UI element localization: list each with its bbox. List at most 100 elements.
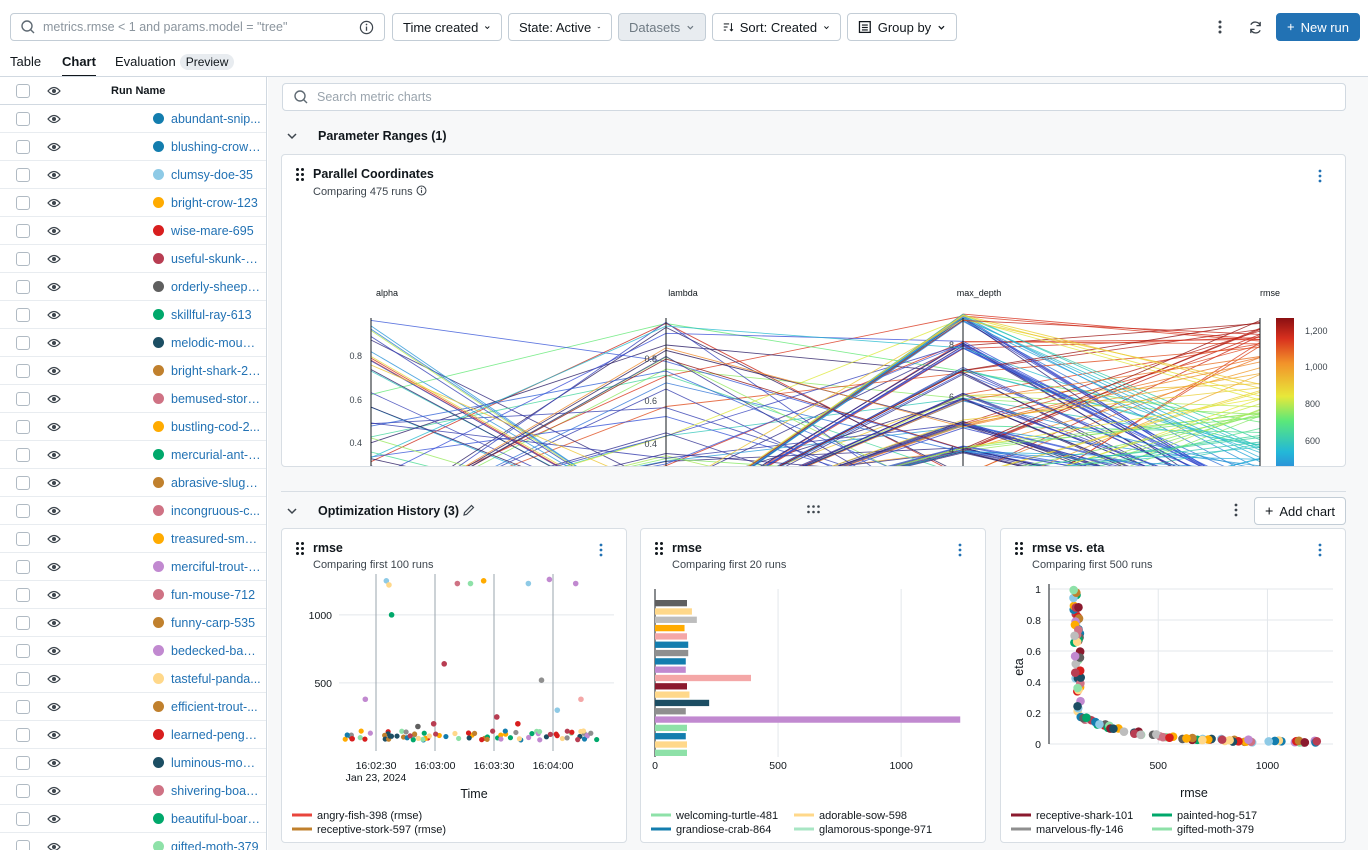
run-checkbox[interactable]: [16, 811, 30, 826]
eye-icon[interactable]: [47, 758, 61, 768]
time-created-dropdown[interactable]: Time created: [392, 13, 502, 41]
run-checkbox[interactable]: [16, 139, 30, 154]
run-checkbox[interactable]: [16, 727, 30, 742]
run-row[interactable]: bright-crow-123: [0, 189, 266, 217]
tab-chart[interactable]: Chart: [62, 54, 96, 77]
drag-handle-icon[interactable]: [296, 168, 304, 181]
run-name-link[interactable]: bemused-stork...: [171, 391, 261, 406]
section-menu-icon[interactable]: [1234, 503, 1238, 517]
run-checkbox[interactable]: [16, 615, 30, 630]
run-name-link[interactable]: bedecked-bass...: [171, 643, 261, 658]
run-row[interactable]: orderly-sheep-15: [0, 273, 266, 301]
new-run-button[interactable]: New run: [1276, 13, 1360, 41]
run-row[interactable]: luminous-moos...: [0, 749, 266, 777]
run-checkbox[interactable]: [16, 419, 30, 434]
run-row[interactable]: clumsy-doe-35: [0, 161, 266, 189]
run-search-box[interactable]: [10, 13, 385, 41]
eye-icon[interactable]: [47, 142, 61, 152]
run-row[interactable]: incongruous-c...: [0, 497, 266, 525]
run-row[interactable]: tasteful-panda...: [0, 665, 266, 693]
eye-icon[interactable]: [47, 422, 61, 432]
eye-icon[interactable]: [47, 366, 61, 376]
run-name-link[interactable]: incongruous-c...: [171, 503, 260, 518]
run-row[interactable]: gifted-moth-379: [0, 833, 266, 850]
eye-icon[interactable]: [47, 450, 61, 460]
drag-handle-icon[interactable]: [655, 542, 663, 555]
run-name-link[interactable]: bustling-cod-2...: [171, 419, 260, 434]
run-checkbox[interactable]: [16, 167, 30, 182]
run-name-link[interactable]: shivering-boar-...: [171, 783, 261, 798]
run-row[interactable]: fun-mouse-712: [0, 581, 266, 609]
card-menu-icon[interactable]: [1318, 543, 1322, 557]
run-row[interactable]: mercurial-ant-7...: [0, 441, 266, 469]
run-name-link[interactable]: clumsy-doe-35: [171, 167, 253, 182]
eye-icon[interactable]: [47, 338, 61, 348]
run-checkbox[interactable]: [16, 475, 30, 490]
run-checkbox[interactable]: [16, 755, 30, 770]
run-row[interactable]: learned-pengui...: [0, 721, 266, 749]
eye-icon[interactable]: [47, 506, 61, 516]
info-icon[interactable]: [359, 20, 374, 35]
card-menu-icon[interactable]: [958, 543, 962, 557]
run-row[interactable]: merciful-trout-37: [0, 553, 266, 581]
run-name-link[interactable]: gifted-moth-379: [171, 839, 259, 850]
run-row[interactable]: blushing-crow-...: [0, 133, 266, 161]
run-name-link[interactable]: beautiful-boar-...: [171, 811, 261, 826]
select-all-checkbox[interactable]: [16, 83, 30, 98]
run-checkbox[interactable]: [16, 223, 30, 238]
run-row[interactable]: abundant-snip...: [0, 105, 266, 133]
eye-icon[interactable]: [47, 674, 61, 684]
run-checkbox[interactable]: [16, 251, 30, 266]
chart-search-box[interactable]: [282, 83, 1346, 111]
run-checkbox[interactable]: [16, 307, 30, 322]
run-row[interactable]: funny-carp-535: [0, 609, 266, 637]
collapse-chevron-icon[interactable]: [286, 131, 298, 141]
tab-table[interactable]: Table: [10, 54, 41, 76]
run-checkbox[interactable]: [16, 279, 30, 294]
drag-handle-icon[interactable]: [1015, 542, 1023, 555]
card-menu-icon[interactable]: [599, 543, 603, 557]
eye-icon[interactable]: [47, 842, 61, 850]
run-row[interactable]: beautiful-boar-...: [0, 805, 266, 833]
run-name-link[interactable]: abrasive-slug-59: [171, 475, 261, 490]
run-row[interactable]: efficient-trout-...: [0, 693, 266, 721]
run-checkbox[interactable]: [16, 587, 30, 602]
run-name-link[interactable]: skillful-ray-613: [171, 307, 252, 322]
eye-icon[interactable]: [47, 562, 61, 572]
run-checkbox[interactable]: [16, 671, 30, 686]
eye-icon[interactable]: [47, 226, 61, 236]
chart-search-input[interactable]: [315, 89, 1345, 105]
more-options-button[interactable]: [1208, 15, 1232, 39]
card-menu-icon[interactable]: [1318, 169, 1322, 183]
eye-icon[interactable]: [47, 786, 61, 796]
eye-icon[interactable]: [47, 170, 61, 180]
eye-icon[interactable]: [47, 590, 61, 600]
run-name-link[interactable]: luminous-moos...: [171, 755, 261, 770]
eye-icon[interactable]: [47, 534, 61, 544]
collapse-chevron-icon[interactable]: [286, 506, 298, 516]
run-name-link[interactable]: melodic-mouse...: [171, 335, 261, 350]
run-name-link[interactable]: blushing-crow-...: [171, 139, 261, 154]
state-dropdown[interactable]: State: Active: [508, 13, 612, 41]
run-name-link[interactable]: abundant-snip...: [171, 111, 261, 126]
run-name-link[interactable]: mercurial-ant-7...: [171, 447, 261, 462]
run-name-link[interactable]: efficient-trout-...: [171, 699, 258, 714]
run-checkbox[interactable]: [16, 531, 30, 546]
run-name-link[interactable]: wise-mare-695: [171, 223, 254, 238]
run-name-link[interactable]: bright-crow-123: [171, 195, 258, 210]
run-checkbox[interactable]: [16, 783, 30, 798]
run-checkbox[interactable]: [16, 195, 30, 210]
eye-icon[interactable]: [47, 646, 61, 656]
run-name-link[interactable]: funny-carp-535: [171, 615, 256, 630]
run-checkbox[interactable]: [16, 111, 30, 126]
run-row[interactable]: useful-skunk-2...: [0, 245, 266, 273]
eye-icon[interactable]: [47, 114, 61, 124]
run-name-link[interactable]: learned-pengui...: [171, 727, 261, 742]
run-row[interactable]: bedecked-bass...: [0, 637, 266, 665]
edit-pencil-icon[interactable]: [462, 503, 476, 517]
run-row[interactable]: bemused-stork...: [0, 385, 266, 413]
run-name-link[interactable]: bright-shark-203: [171, 363, 261, 378]
eye-icon[interactable]: [47, 86, 61, 96]
eye-icon[interactable]: [47, 198, 61, 208]
run-row[interactable]: skillful-ray-613: [0, 301, 266, 329]
